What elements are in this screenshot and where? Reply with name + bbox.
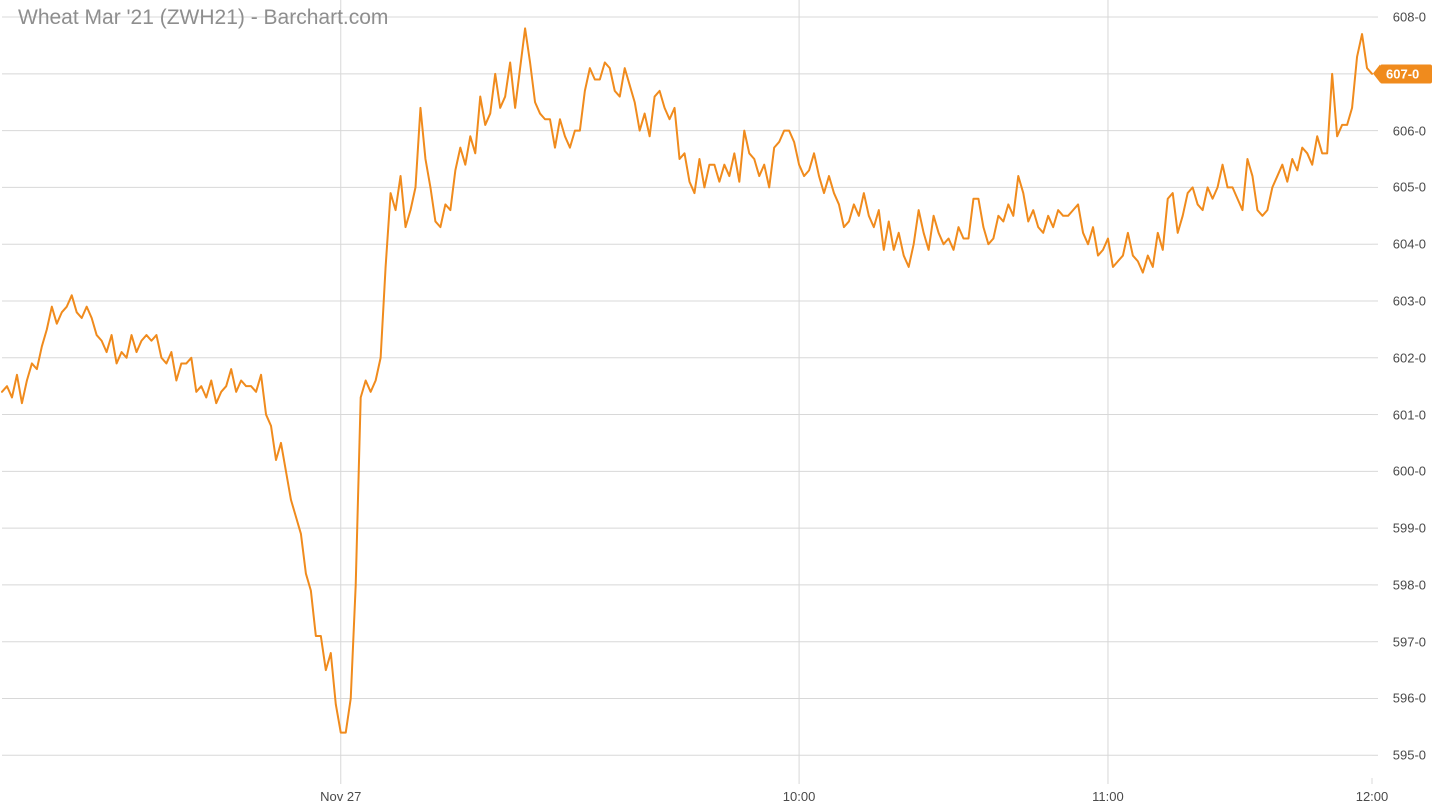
y-tick-label: 608-0 bbox=[1393, 10, 1426, 25]
y-tick-label: 599-0 bbox=[1393, 521, 1426, 536]
x-tick-label: 11:00 bbox=[1092, 789, 1124, 804]
chart-svg[interactable] bbox=[0, 0, 1432, 806]
y-tick-label: 600-0 bbox=[1393, 464, 1426, 479]
y-tick-label: 606-0 bbox=[1393, 123, 1426, 138]
y-tick-label: 596-0 bbox=[1393, 691, 1426, 706]
last-price-flag: 607-0 bbox=[1380, 64, 1432, 83]
price-line bbox=[2, 28, 1372, 732]
y-tick-label: 604-0 bbox=[1393, 237, 1426, 252]
y-tick-label: 598-0 bbox=[1393, 577, 1426, 592]
y-tick-label: 603-0 bbox=[1393, 293, 1426, 308]
chart-title: Wheat Mar '21 (ZWH21) - Barchart.com bbox=[18, 6, 388, 30]
y-tick-label: 595-0 bbox=[1393, 748, 1426, 763]
x-tick-label: Nov 27 bbox=[320, 789, 361, 804]
y-axis: 595-0 596-0 597-0 598-0 599-0 600-0 601-0 602-0… bbox=[1384, 0, 1432, 806]
x-axis: Nov 27 10:00 11:00 12:00 bbox=[0, 786, 1432, 806]
price-chart: Wheat Mar '21 (ZWH21) - Barchart.com 595… bbox=[0, 0, 1432, 806]
y-tick-label: 597-0 bbox=[1393, 634, 1426, 649]
y-tick-label: 602-0 bbox=[1393, 350, 1426, 365]
x-tick-label: 10:00 bbox=[783, 789, 816, 804]
y-tick-label: 601-0 bbox=[1393, 407, 1426, 422]
x-tick-label: 12:00 bbox=[1356, 789, 1389, 804]
y-tick-label: 605-0 bbox=[1393, 180, 1426, 195]
